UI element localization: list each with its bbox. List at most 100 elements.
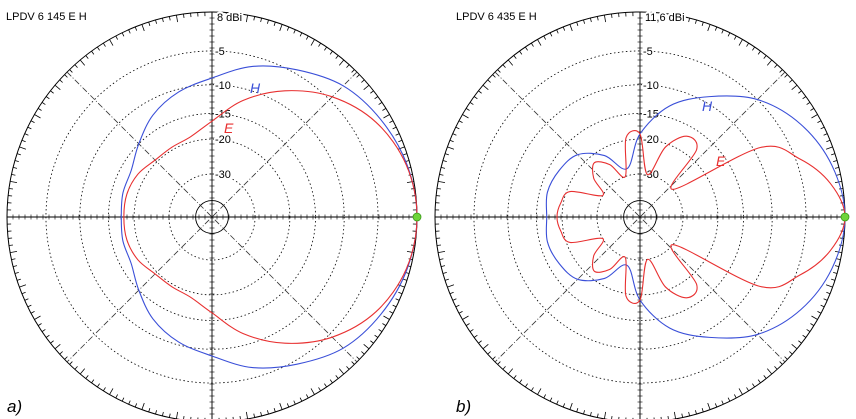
outer-tick	[253, 16, 256, 21]
outer-tick	[502, 64, 506, 68]
outer-tick	[681, 16, 684, 21]
ring-label: -20	[215, 134, 231, 146]
outer-tick	[590, 411, 592, 417]
outer-tick	[383, 315, 390, 320]
outer-tick	[403, 278, 408, 281]
outer-tick	[168, 413, 171, 418]
outer-tick	[791, 84, 798, 91]
outer-tick	[497, 361, 501, 365]
outer-tick	[525, 383, 528, 388]
outer-tick	[465, 323, 470, 326]
outer-tick	[351, 69, 355, 73]
outer-tick	[85, 375, 89, 379]
outer-tick	[356, 356, 360, 360]
outer-tick	[109, 39, 114, 46]
outer-tick	[59, 351, 63, 355]
outer-tick	[8, 188, 14, 190]
outer-tick	[109, 388, 114, 395]
polar-plot-a: 8 dBi -5 -10 -15 -20 -30 H E	[6, 10, 422, 419]
outer-tick	[667, 415, 669, 419]
axis-line	[66, 71, 358, 363]
outer-tick	[260, 411, 262, 417]
outer-tick	[452, 133, 457, 136]
reference-marker	[412, 212, 422, 222]
outer-tick	[370, 90, 374, 94]
outer-tick	[826, 139, 831, 143]
outer-tick	[673, 15, 676, 23]
outer-tick	[806, 102, 811, 105]
outer-tick	[604, 15, 607, 23]
outer-tick	[820, 304, 825, 308]
outer-tick	[714, 26, 718, 31]
outer-tick	[338, 368, 345, 375]
outer-tick	[492, 74, 496, 78]
outer-tick	[439, 258, 444, 261]
axis-line	[494, 71, 786, 363]
outer-tick	[576, 408, 579, 413]
outer-tick	[34, 114, 41, 119]
outer-tick	[299, 397, 303, 402]
outer-tick	[30, 120, 35, 123]
outer-tick	[811, 114, 818, 119]
outer-tick	[833, 160, 838, 162]
series-label-h: H	[702, 98, 713, 114]
outer-tick	[148, 21, 151, 26]
outer-tick	[50, 90, 54, 94]
outer-tick	[444, 153, 449, 156]
outer-tick	[11, 258, 16, 261]
outer-tick	[455, 304, 460, 308]
outer-tick	[374, 96, 379, 100]
outer-tick	[836, 258, 841, 261]
outer-tick	[789, 79, 793, 83]
outer-tick	[30, 311, 35, 314]
outer-tick	[183, 415, 185, 419]
outer-tick	[286, 26, 290, 31]
outer-tick	[562, 403, 566, 408]
outer-tick	[245, 15, 248, 23]
outer-tick	[513, 375, 517, 379]
outer-tick	[738, 388, 743, 395]
outer-tick	[513, 55, 517, 59]
outer-tick	[707, 402, 711, 410]
ring-label: -10	[643, 80, 659, 92]
outer-tick	[611, 13, 613, 19]
outer-tick	[128, 400, 131, 405]
outer-tick	[779, 361, 783, 365]
outer-tick	[19, 146, 27, 150]
outer-tick	[115, 35, 118, 40]
outer-tick	[487, 351, 491, 355]
outer-tick	[363, 343, 370, 350]
outer-tick	[69, 361, 73, 365]
outer-tick	[590, 17, 592, 23]
outer-tick	[346, 366, 350, 370]
outer-tick	[798, 90, 802, 94]
outer-tick	[458, 120, 463, 123]
chart-title-b: LPDV 6 435 E H	[456, 11, 537, 23]
outer-tick	[811, 315, 818, 320]
outer-tick	[12, 167, 18, 169]
outer-tick	[279, 402, 283, 410]
outer-tick	[478, 90, 482, 94]
outer-tick	[141, 402, 145, 410]
outer-tick	[14, 160, 19, 162]
outer-tick	[721, 400, 724, 405]
chart-title-a: LPDV 6 145 E H	[6, 11, 87, 23]
outer-tick	[14, 272, 19, 274]
outer-tick	[306, 394, 309, 399]
outer-tick	[746, 387, 749, 392]
outer-tick	[37, 323, 42, 326]
outer-tick	[45, 96, 50, 100]
outer-tick	[155, 410, 157, 415]
outer-tick	[543, 35, 546, 40]
outer-tick	[310, 388, 315, 395]
outer-tick	[701, 408, 704, 413]
outer-tick	[834, 265, 840, 267]
outer-tick	[54, 84, 61, 91]
outer-tick	[810, 108, 815, 111]
outer-tick	[389, 311, 394, 314]
outer-tick	[478, 340, 482, 344]
outer-tick	[784, 74, 788, 78]
axis-line	[66, 71, 358, 363]
outer-tick	[727, 32, 731, 37]
outer-tick	[45, 334, 50, 338]
